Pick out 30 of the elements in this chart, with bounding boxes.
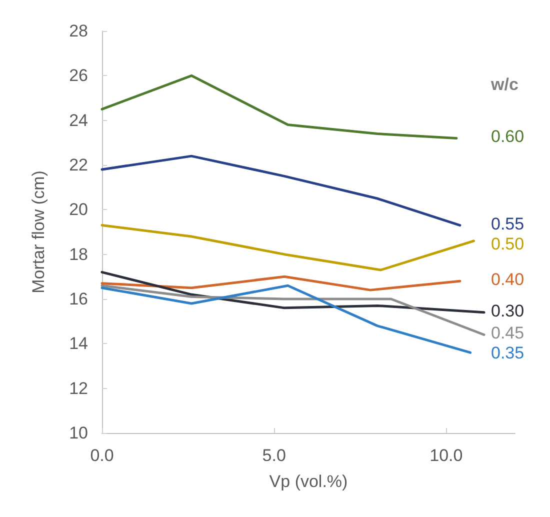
line-series bbox=[100, 284, 486, 336]
line-series bbox=[100, 224, 475, 272]
y-axis-title: Mortar flow (cm) bbox=[29, 170, 48, 294]
text: 0.60 bbox=[491, 127, 524, 146]
series-label: 0.50 bbox=[491, 234, 524, 254]
x-tick-label: 10.0 bbox=[430, 446, 463, 465]
line-series bbox=[100, 270, 486, 314]
y-tick-label: 12 bbox=[69, 378, 88, 398]
legend-title: w/c bbox=[490, 75, 518, 94]
y-tick-label: 10 bbox=[69, 424, 88, 442]
y-tick-label: 24 bbox=[69, 110, 88, 130]
y-tick-label: 26 bbox=[69, 66, 88, 86]
y-tick-label: 22 bbox=[69, 156, 88, 174]
series-label: 0.35 bbox=[491, 344, 524, 363]
line-series bbox=[100, 275, 462, 292]
line-series bbox=[100, 284, 472, 354]
y-tick-label: 20 bbox=[69, 200, 88, 220]
x-tick-label: 0.0 bbox=[90, 446, 114, 465]
x-tick-label: 5.0 bbox=[262, 446, 286, 465]
series-label: 0.30 bbox=[491, 301, 524, 320]
series-label: 0.40 bbox=[491, 270, 524, 290]
line-series bbox=[100, 74, 458, 140]
y-tick-label: 16 bbox=[69, 290, 88, 308]
y-tick-label: 18 bbox=[69, 244, 88, 264]
series-label: 0.55 bbox=[491, 214, 524, 234]
x-axis-title: Vp (vol.%) bbox=[269, 472, 348, 491]
y-tick-label: 28 bbox=[69, 22, 88, 40]
line-series bbox=[100, 154, 462, 227]
series-label: 0.45 bbox=[491, 324, 524, 343]
y-tick-label: 14 bbox=[69, 334, 88, 354]
